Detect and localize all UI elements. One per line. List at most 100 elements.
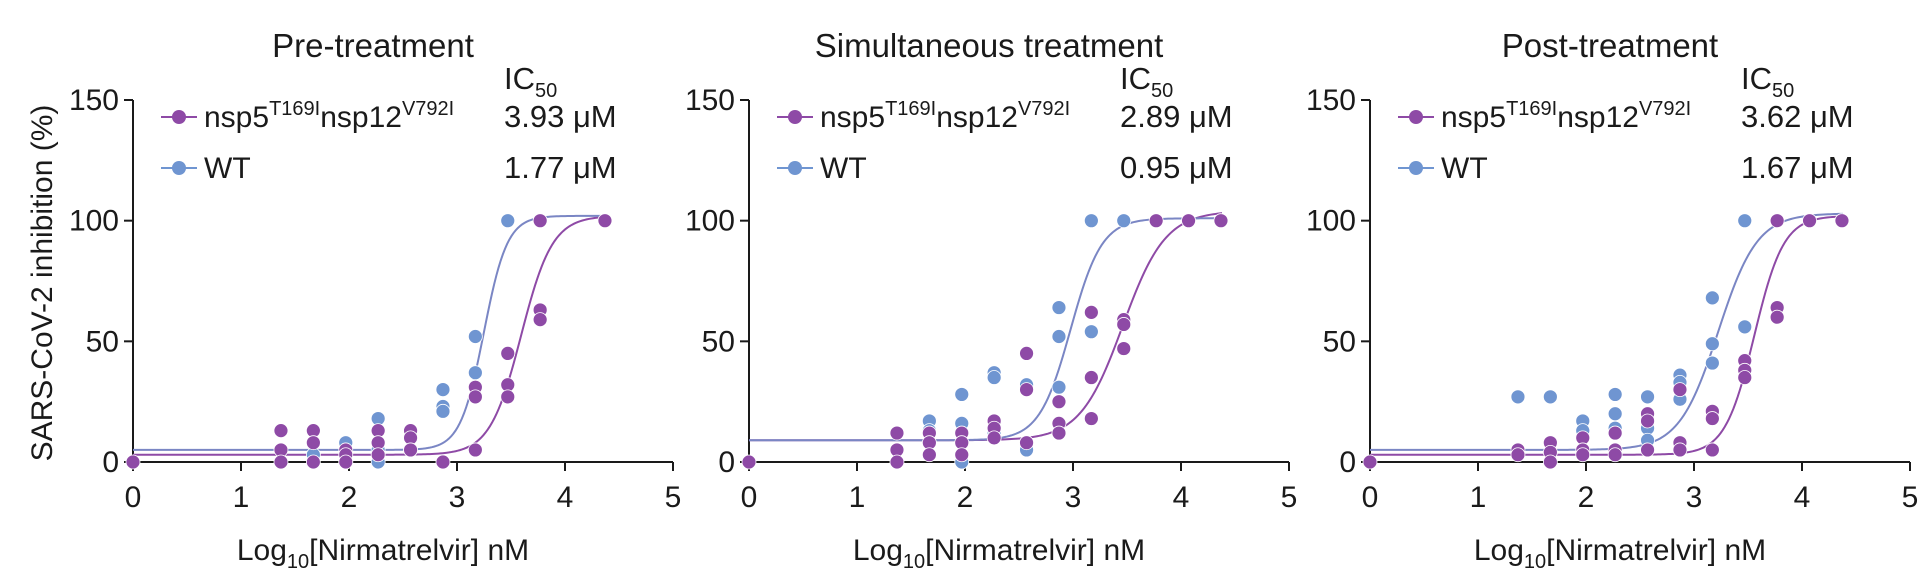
mutant-data-point: [1051, 425, 1067, 441]
mutant-data-point: [1607, 447, 1623, 463]
ic50-value: 0.95 μM: [1120, 150, 1233, 185]
mutant-data-point: [889, 425, 905, 441]
legend-label: WT: [1441, 152, 1488, 185]
mutant-data-point: [1802, 213, 1817, 229]
y-tick-label: 100: [1306, 205, 1356, 238]
wt-data-point: [1607, 387, 1623, 402]
wt-fit-curve: [133, 214, 607, 451]
y-tick-label: 150: [685, 84, 735, 117]
x-tick-label: 5: [1281, 481, 1298, 514]
mutant-data-point: [370, 447, 386, 463]
mutant-data-point: [1704, 411, 1720, 426]
x-tick-label: 3: [449, 481, 466, 514]
mutant-data-point: [1019, 382, 1034, 398]
y-tick-label: 150: [1306, 84, 1356, 117]
x-tick-label: 4: [1173, 481, 1190, 514]
wt-fit-curve: [749, 217, 1223, 442]
y-tick-label: 100: [685, 205, 735, 238]
x-tick-label: 5: [665, 481, 682, 514]
x-axis-label: Log10[Nirmatrelvir] nM: [237, 534, 529, 573]
x-tick-label: 2: [1578, 481, 1595, 514]
x-tick-label: 2: [341, 481, 358, 514]
wt-data-point: [1607, 406, 1623, 422]
wt-data-point: [500, 213, 516, 229]
mutant-data-point: [435, 454, 451, 470]
wt-data-point: [986, 370, 1002, 385]
wt-data-point: [435, 403, 451, 419]
mutant-data-point: [1362, 454, 1378, 470]
ic50-value: 2.89 μM: [1120, 99, 1233, 134]
mutant-data-point: [1672, 442, 1688, 458]
mutant-data-point: [1834, 213, 1850, 229]
mutant-data-point: [954, 447, 970, 463]
x-tick-label: 3: [1686, 481, 1703, 514]
mutant-data-point: [1213, 213, 1229, 229]
legend-label: nsp5T169Insp12V792I: [204, 98, 454, 134]
mutant-data-point: [305, 435, 321, 451]
mutant-data-point: [741, 454, 757, 470]
wt-data-point: [1051, 300, 1067, 315]
legend-marker: [788, 110, 802, 124]
chart-panel-3: Post-treatment 0 50 100 150 0 1 2 3 4 5 Log10[Nirma…: [1306, 27, 1918, 573]
x-tick-label: 5: [1902, 481, 1919, 514]
x-tick-label: 3: [1065, 481, 1082, 514]
chart-panel-2: Simultaneous treatment 0 50 100 150 0 1 2 3 4 5 Log…: [685, 27, 1297, 573]
wt-data-point: [467, 365, 483, 381]
mutant-data-point: [1019, 345, 1034, 361]
y-tick-label: 100: [69, 205, 119, 238]
legend-label: WT: [820, 152, 867, 185]
mutant-data-point: [532, 312, 548, 328]
x-tick-label: 1: [849, 481, 866, 514]
mutant-data-point: [921, 447, 937, 463]
wt-data-point: [1083, 213, 1099, 229]
panel-title: Post-treatment: [1502, 27, 1718, 64]
x-axis-label: Log10[Nirmatrelvir] nM: [853, 534, 1145, 573]
mutant-data-point: [338, 454, 354, 470]
mutant-data-point: [305, 454, 321, 470]
mutant-data-point: [1051, 394, 1067, 410]
legend-label: WT: [204, 152, 251, 185]
x-tick-label: 0: [741, 481, 758, 514]
legend-label: nsp5T169Insp12V792I: [1441, 98, 1691, 134]
x-tick-label: 0: [1362, 481, 1379, 514]
legend-marker: [172, 110, 186, 124]
mutant-data-point: [273, 454, 289, 470]
mutant-data-point: [1083, 304, 1099, 320]
mutant-data-point: [1640, 413, 1655, 429]
mutant-data-point: [500, 345, 516, 361]
panel-title: Simultaneous treatment: [815, 27, 1164, 64]
mutant-data-point: [986, 430, 1002, 446]
wt-data-point: [1051, 379, 1067, 395]
mutant-data-point: [467, 442, 483, 458]
mutant-data-point: [125, 454, 141, 470]
mutant-data-point: [1148, 213, 1164, 229]
wt-data-point: [1737, 319, 1753, 335]
mutant-data-point: [1083, 411, 1099, 426]
mutant-data-point: [1737, 370, 1753, 385]
mutant-data-point: [1769, 309, 1785, 325]
x-tick-label: 1: [1470, 481, 1487, 514]
y-axis-label: SARS-CoV-2 inhibition (%): [26, 105, 59, 462]
wt-data-point: [1083, 324, 1099, 340]
mutant-data-point: [467, 389, 483, 405]
x-axis-label: Log10[Nirmatrelvir] nM: [1474, 534, 1766, 573]
wt-data-point: [954, 387, 970, 402]
y-tick-label: 0: [718, 446, 735, 479]
wt-data-point: [467, 329, 483, 344]
y-tick-label: 50: [702, 325, 735, 358]
ic50-value: 3.62 μM: [1741, 99, 1854, 134]
ic50-value: 3.93 μM: [504, 99, 617, 134]
mutant-data-point: [1181, 213, 1196, 229]
ic50-value: 1.67 μM: [1741, 150, 1854, 185]
wt-data-point: [1510, 389, 1526, 405]
mutant-data-point: [1542, 454, 1558, 470]
ic50-header: IC50: [1120, 61, 1173, 102]
mutant-data-point: [1672, 382, 1688, 398]
wt-data-point: [1737, 213, 1753, 229]
mutant-data-point: [1704, 442, 1720, 458]
mutant-fit-curve: [749, 212, 1223, 442]
mutant-data-point: [1019, 435, 1034, 451]
wt-data-point: [1704, 355, 1720, 371]
mutant-data-point: [1116, 317, 1132, 332]
legend-marker: [172, 161, 186, 175]
